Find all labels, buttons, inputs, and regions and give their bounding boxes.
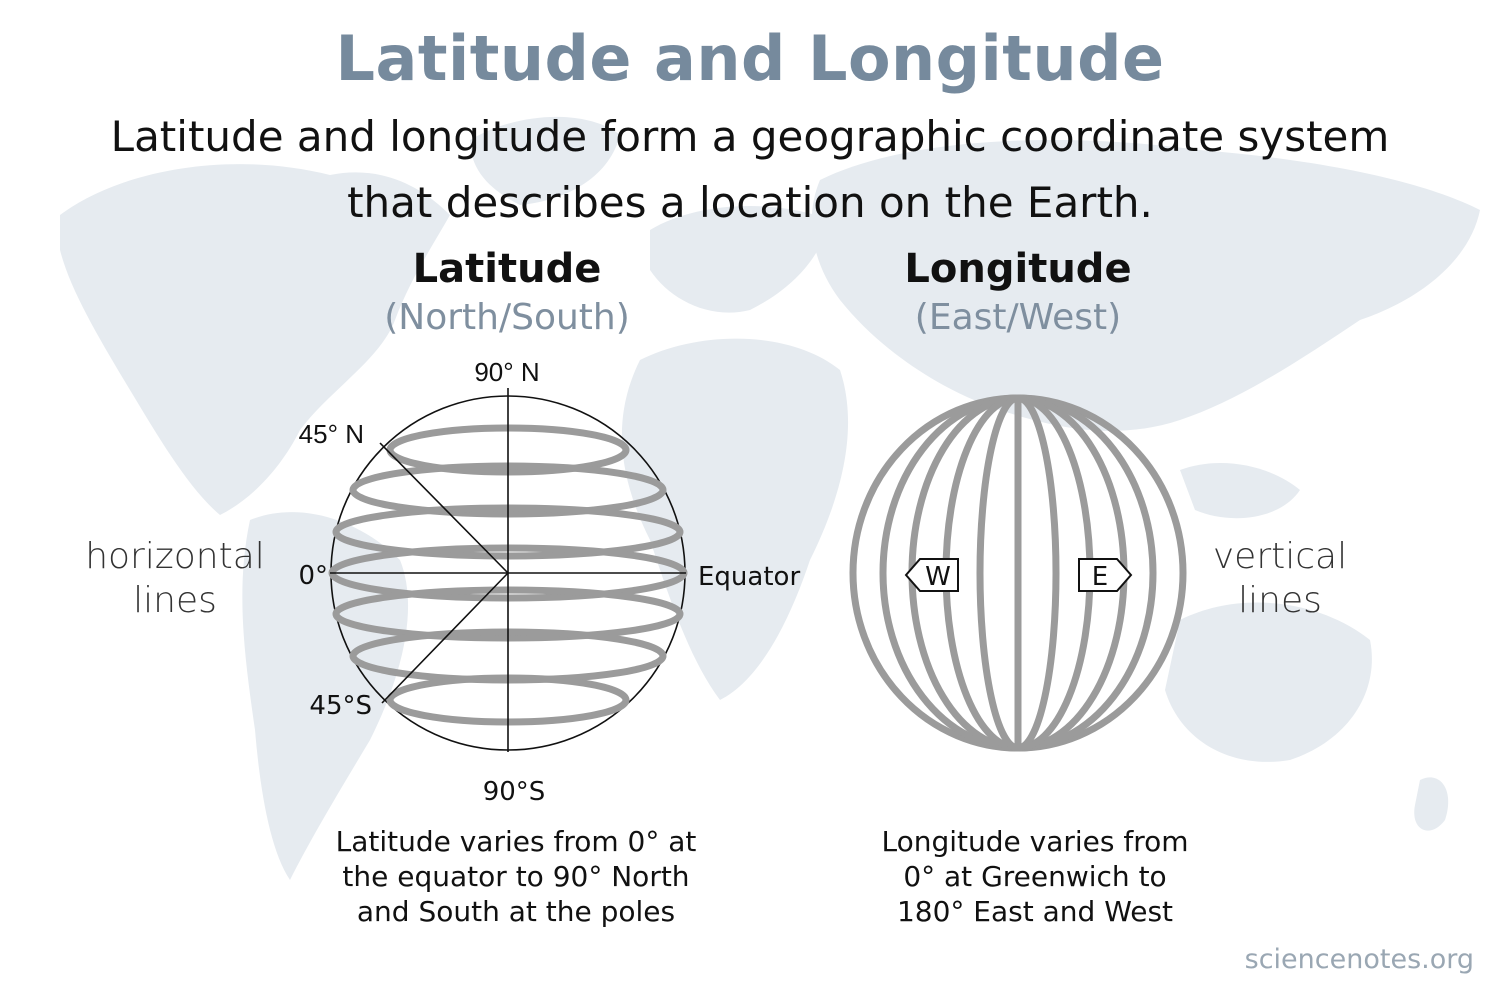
latitude-globe: 90° N 45° N 0° Equator 45°S 90°S <box>298 357 800 807</box>
north-45-line <box>379 442 509 574</box>
latitude-caption: Latitude varies from 0° at the equator t… <box>335 825 697 928</box>
longitude-heading: Longitude <box>904 246 1132 292</box>
site-credit: sciencenotes.org <box>1244 944 1474 975</box>
page-subtitle: Latitude and longitude form a geographic… <box>110 112 1390 227</box>
longitude-subheading: (East/West) <box>914 297 1122 338</box>
latitude-heading: Latitude <box>412 246 602 292</box>
north-pole-label: 90° N <box>474 357 539 387</box>
horizontal-lines-label: horizontal lines <box>85 536 265 621</box>
south-45-line <box>381 572 509 704</box>
south-pole-label: 90°S <box>483 777 546 807</box>
equator-label: Equator <box>698 562 800 592</box>
latitude-subheading: (North/South) <box>384 297 630 338</box>
west-marker-label: W <box>925 562 951 592</box>
longitude-caption: Longitude varies from 0° at Greenwich to… <box>881 825 1189 928</box>
longitude-lines <box>849 394 1187 752</box>
south-45-label: 45°S <box>309 691 372 721</box>
north-45-label: 45° N <box>299 419 364 449</box>
east-marker-label: E <box>1092 562 1108 592</box>
zero-degree-label: 0° <box>298 561 328 591</box>
page-title: Latitude and Longitude <box>335 22 1165 95</box>
vertical-lines-label: vertical lines <box>1212 536 1348 621</box>
east-marker: E <box>1078 558 1133 592</box>
longitude-globe: W E <box>849 394 1187 752</box>
west-marker: W <box>904 558 959 592</box>
